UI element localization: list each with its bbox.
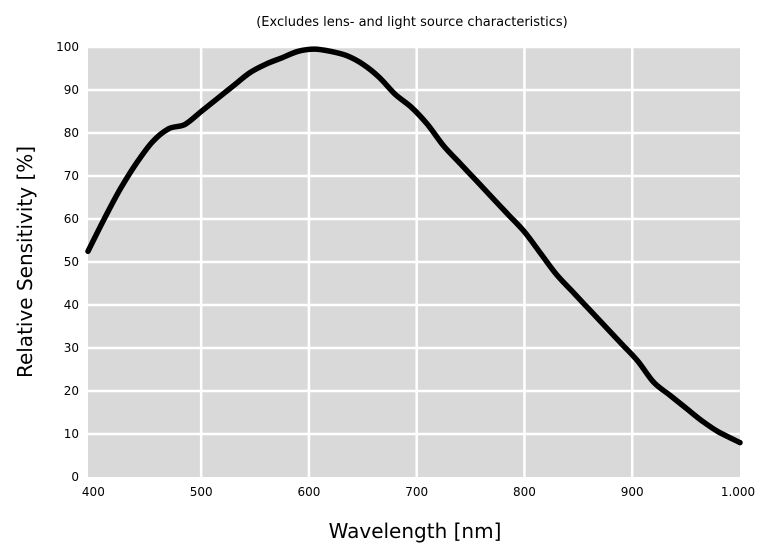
x-axis-ticks: 400 500 600 700 800 900 1.000 (82, 485, 755, 499)
y-tick-label: 80 (64, 126, 79, 140)
y-axis-title: Relative Sensitivity [%] (13, 146, 37, 378)
x-tick-label: 400 (82, 485, 105, 499)
y-axis-ticks: 0 10 20 30 40 50 60 70 80 90 100 (56, 40, 79, 484)
y-tick-label: 20 (64, 384, 79, 398)
y-tick-label: 90 (64, 83, 79, 97)
y-tick-label: 70 (64, 169, 79, 183)
x-axis-title: Wavelength [nm] (329, 519, 502, 543)
y-tick-label: 40 (64, 298, 79, 312)
x-tick-label: 900 (621, 485, 644, 499)
y-tick-label: 100 (56, 40, 79, 54)
x-tick-label: 1.000 (721, 485, 755, 499)
y-tick-label: 60 (64, 212, 79, 226)
x-tick-label: 700 (405, 485, 428, 499)
x-tick-label: 800 (513, 485, 536, 499)
y-tick-label: 50 (64, 255, 79, 269)
y-tick-label: 0 (71, 470, 79, 484)
sensitivity-curve (85, 46, 743, 446)
x-tick-label: 500 (190, 485, 213, 499)
x-tick-label: 600 (297, 485, 320, 499)
chart-subtitle: (Excludes lens- and light source charact… (256, 15, 568, 30)
grid-lines (88, 45, 740, 477)
y-tick-label: 10 (64, 427, 79, 441)
y-tick-label: 30 (64, 341, 79, 355)
